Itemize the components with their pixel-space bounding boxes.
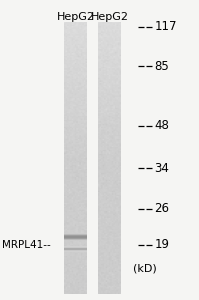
Text: 34: 34 (154, 161, 169, 175)
Text: HepG2: HepG2 (91, 12, 128, 22)
Text: 48: 48 (154, 119, 169, 133)
Text: 117: 117 (154, 20, 177, 34)
Text: 19: 19 (154, 238, 169, 251)
Text: MRPL41--: MRPL41-- (2, 239, 51, 250)
Text: (kD): (kD) (133, 263, 157, 274)
Text: HepG2: HepG2 (57, 12, 95, 22)
Text: 85: 85 (154, 59, 169, 73)
Text: 26: 26 (154, 202, 169, 215)
